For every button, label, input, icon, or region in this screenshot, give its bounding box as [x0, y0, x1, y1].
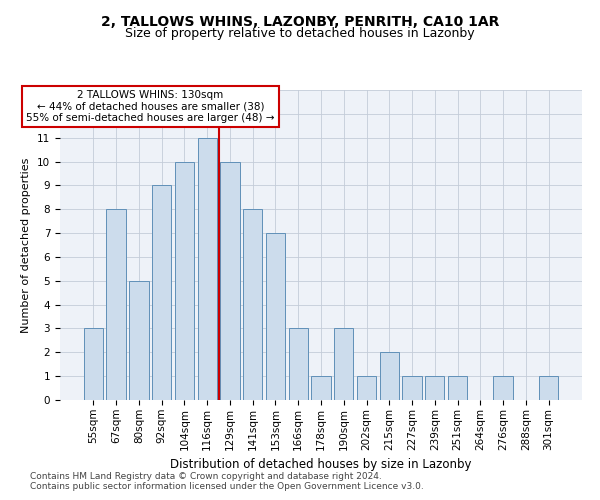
Bar: [425, 376, 445, 400]
Bar: [493, 376, 513, 400]
Text: Size of property relative to detached houses in Lazonby: Size of property relative to detached ho…: [125, 28, 475, 40]
Bar: [106, 209, 126, 400]
Bar: [403, 376, 422, 400]
Bar: [334, 328, 353, 400]
Text: 2, TALLOWS WHINS, LAZONBY, PENRITH, CA10 1AR: 2, TALLOWS WHINS, LAZONBY, PENRITH, CA10…: [101, 15, 499, 29]
Bar: [357, 376, 376, 400]
Text: 2 TALLOWS WHINS: 130sqm
← 44% of detached houses are smaller (38)
55% of semi-de: 2 TALLOWS WHINS: 130sqm ← 44% of detache…: [26, 90, 275, 123]
Bar: [448, 376, 467, 400]
Bar: [84, 328, 103, 400]
Y-axis label: Number of detached properties: Number of detached properties: [22, 158, 31, 332]
Text: Contains HM Land Registry data © Crown copyright and database right 2024.: Contains HM Land Registry data © Crown c…: [30, 472, 382, 481]
Bar: [175, 162, 194, 400]
Bar: [220, 162, 239, 400]
Bar: [152, 186, 172, 400]
Bar: [197, 138, 217, 400]
X-axis label: Distribution of detached houses by size in Lazonby: Distribution of detached houses by size …: [170, 458, 472, 471]
Bar: [380, 352, 399, 400]
Bar: [243, 209, 262, 400]
Bar: [289, 328, 308, 400]
Bar: [311, 376, 331, 400]
Bar: [539, 376, 558, 400]
Text: Contains public sector information licensed under the Open Government Licence v3: Contains public sector information licen…: [30, 482, 424, 491]
Bar: [266, 233, 285, 400]
Bar: [129, 281, 149, 400]
